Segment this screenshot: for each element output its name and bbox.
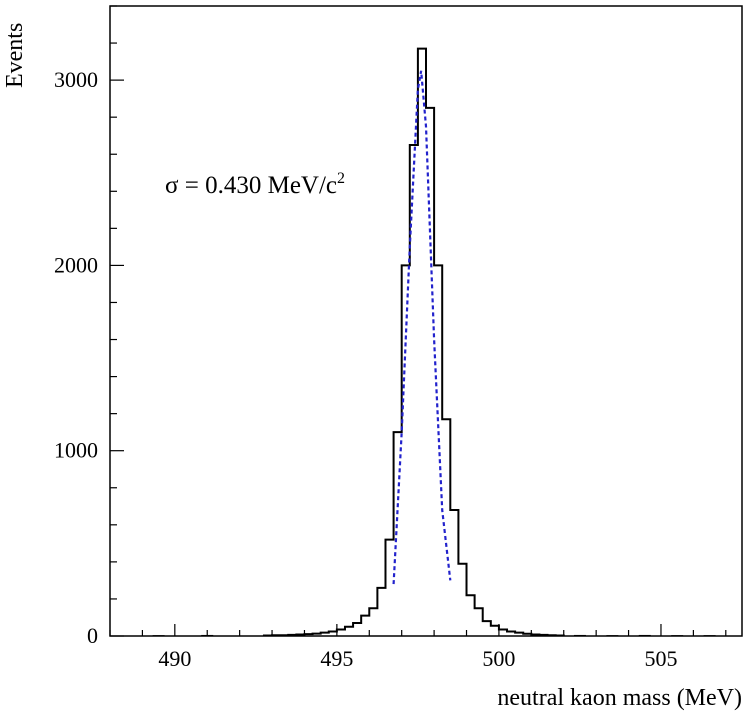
histogram-bin: [369, 608, 377, 636]
x-tick-label: 505: [644, 646, 677, 671]
sigma-annotation: σ = 0.430 MeV/c2: [165, 170, 345, 199]
histogram-bin: [467, 595, 475, 636]
histogram-bin: [458, 564, 466, 636]
fit-curve: [392, 70, 452, 585]
histogram-bin: [450, 510, 458, 636]
sigma-symbol: σ: [165, 172, 179, 199]
sigma-unit-exponent: 2: [337, 170, 345, 187]
x-axis: 490 495 500 505: [109, 624, 727, 671]
histogram-bin: [434, 265, 442, 636]
histogram-bin: [377, 588, 385, 636]
histogram-bin: [483, 621, 491, 636]
histogram-bin: [402, 265, 410, 636]
histogram-layer: [152, 47, 716, 637]
histogram-bin: [475, 608, 483, 636]
y-axis: 0 1000 2000 3000: [54, 5, 124, 648]
histogram-bin: [353, 623, 361, 636]
x-tick-label: 495: [320, 646, 353, 671]
y-tick-label: 1000: [54, 438, 98, 463]
x-tick-label: 490: [158, 646, 191, 671]
histogram-bin: [361, 616, 369, 636]
y-tick-label: 0: [87, 623, 98, 648]
histogram-bin: [442, 419, 450, 636]
x-axis-title: neutral kaon mass (MeV): [497, 685, 742, 711]
fit-layer: [392, 70, 452, 585]
y-tick-label: 2000: [54, 252, 98, 277]
histogram-bin: [418, 49, 426, 636]
y-tick-label: 3000: [54, 67, 98, 92]
x-tick-label: 500: [482, 646, 515, 671]
histogram-bin: [345, 627, 353, 636]
sigma-value-text: = 0.430 MeV/c: [178, 172, 337, 199]
plot-frame: [109, 5, 743, 637]
histogram-bin: [491, 626, 499, 636]
histogram-outline: [262, 47, 565, 637]
y-axis-title: Events: [2, 23, 28, 88]
histogram-bin: [385, 540, 393, 636]
